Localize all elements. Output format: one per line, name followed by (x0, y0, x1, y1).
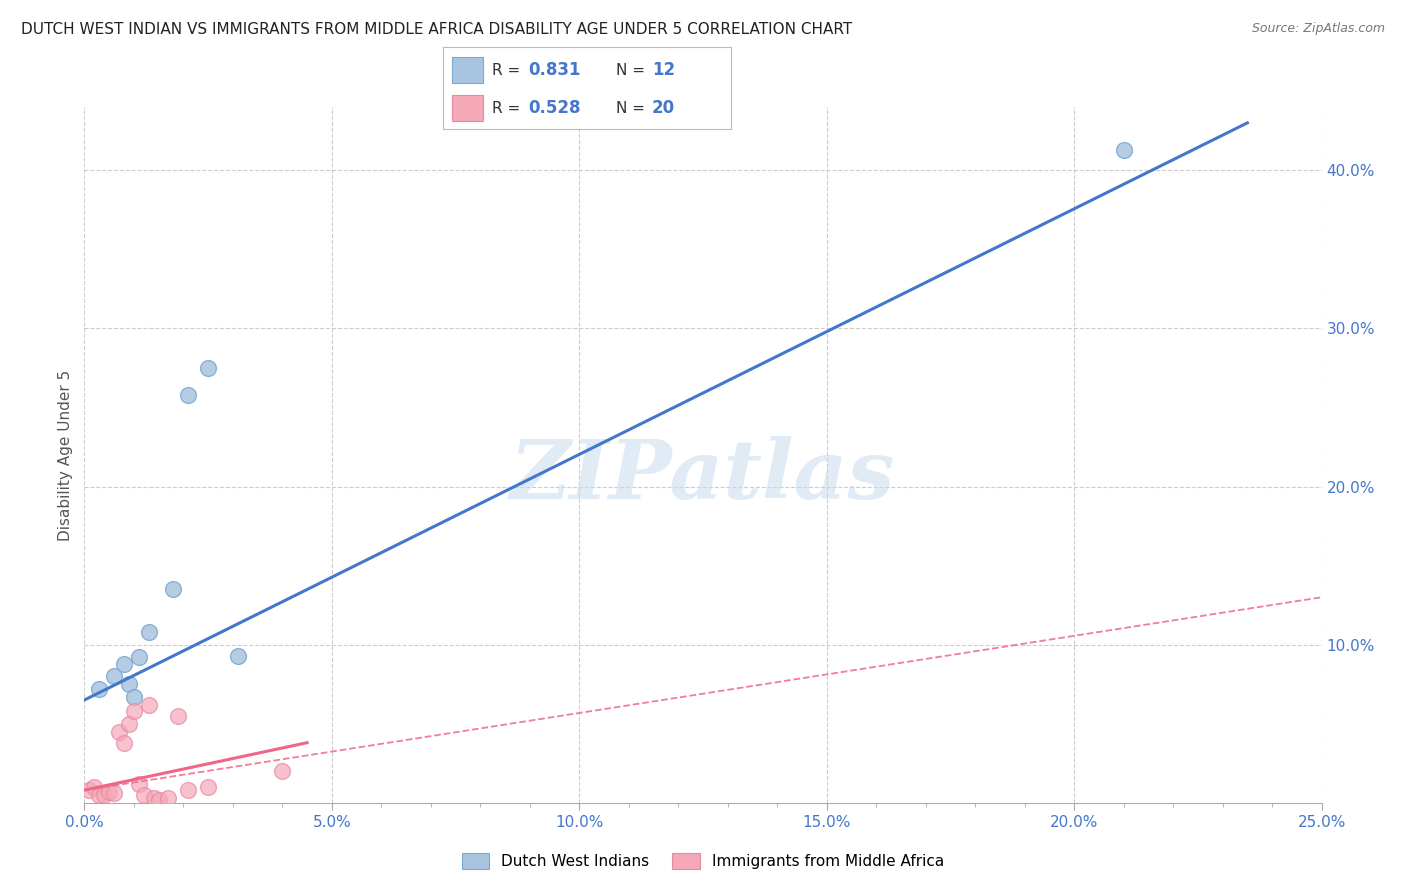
Text: 12: 12 (652, 62, 675, 79)
Point (138, 698, 160, 712)
Point (118, 716, 141, 731)
Point (98, 785, 121, 799)
Point (112, 736, 135, 750)
Point (142, 791, 165, 805)
Point (197, 360, 219, 375)
Point (122, 690, 145, 704)
Text: 20: 20 (652, 99, 675, 117)
Legend: Dutch West Indians, Immigrants from Middle Africa: Dutch West Indians, Immigrants from Midd… (456, 847, 950, 875)
Text: ZIPatlas: ZIPatlas (510, 436, 896, 516)
Text: Source: ZipAtlas.com: Source: ZipAtlas.com (1251, 22, 1385, 36)
Point (118, 677, 141, 691)
Text: N =: N = (616, 101, 650, 115)
Point (103, 669, 125, 683)
Point (177, 783, 200, 797)
Bar (451, 95, 484, 121)
Point (167, 708, 190, 723)
Point (108, 724, 131, 739)
Point (148, 792, 170, 806)
Point (112, 657, 135, 671)
Bar (451, 57, 484, 83)
Text: N =: N = (616, 62, 650, 78)
Point (157, 791, 180, 805)
Point (89, 788, 111, 802)
Text: 0.528: 0.528 (527, 99, 581, 117)
Point (122, 704, 145, 718)
Text: R =: R = (492, 101, 524, 115)
Point (93, 788, 115, 802)
Point (197, 780, 219, 794)
Point (271, 764, 294, 779)
Point (132, 788, 155, 802)
Text: 0.831: 0.831 (527, 62, 581, 79)
Point (128, 777, 150, 791)
Point (138, 625, 160, 640)
Point (128, 650, 150, 665)
Point (177, 388, 200, 402)
Point (89, 681, 111, 696)
Point (79, 783, 101, 797)
Point (103, 786, 125, 800)
Y-axis label: Disability Age Under 5: Disability Age Under 5 (58, 369, 73, 541)
Point (226, 648, 249, 663)
Point (1112, 143, 1135, 157)
Point (162, 582, 184, 597)
Point (83, 780, 105, 794)
Text: R =: R = (492, 62, 524, 78)
Text: DUTCH WEST INDIAN VS IMMIGRANTS FROM MIDDLE AFRICA DISABILITY AGE UNDER 5 CORREL: DUTCH WEST INDIAN VS IMMIGRANTS FROM MID… (21, 22, 852, 37)
